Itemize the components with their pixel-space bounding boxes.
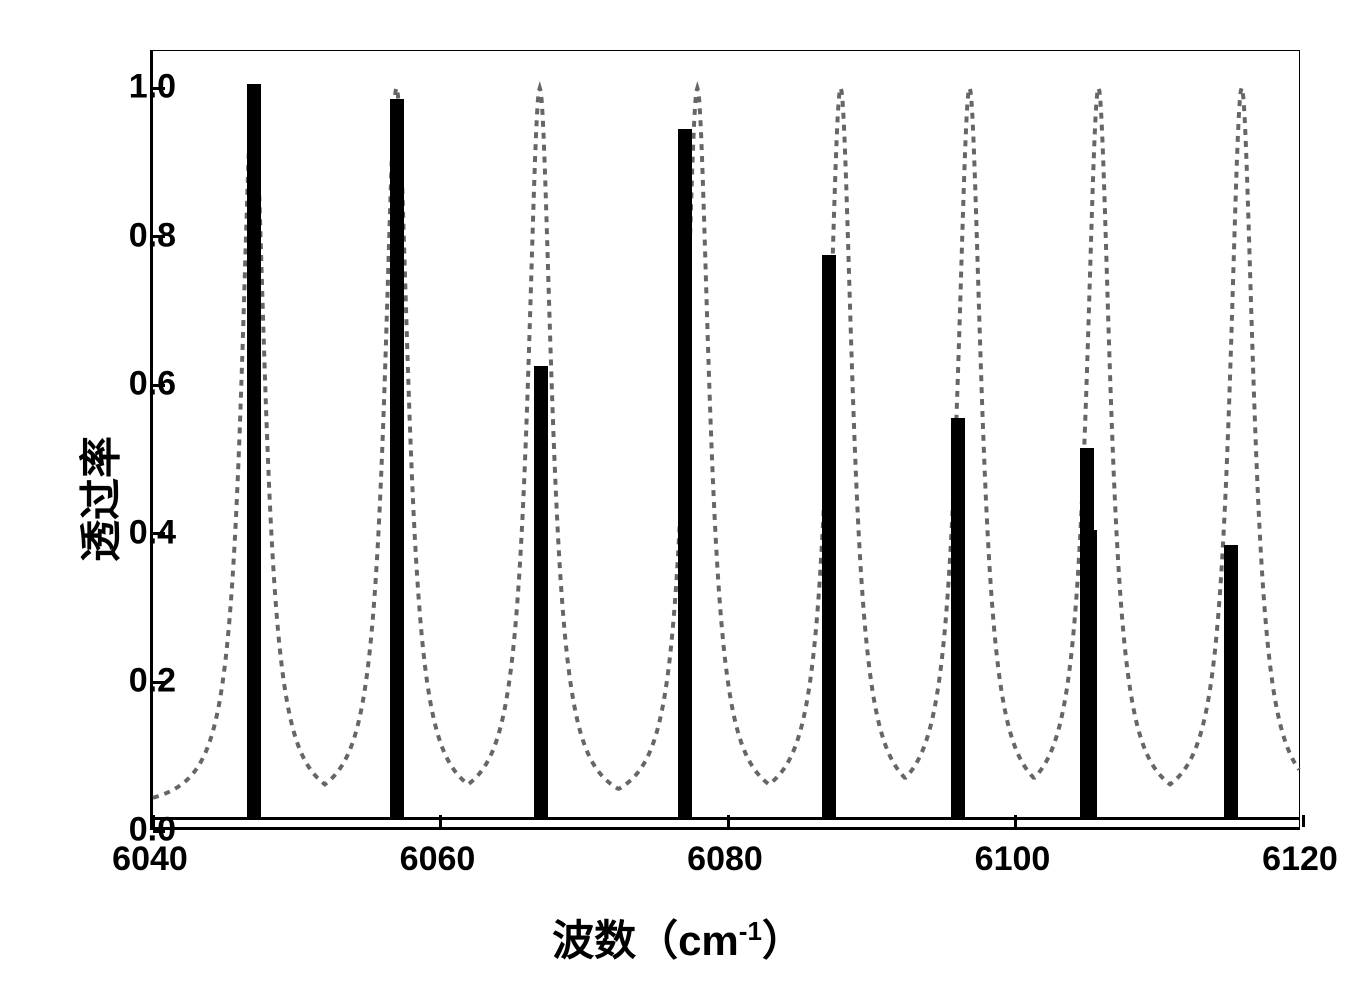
x-tick-label: 6040 xyxy=(112,840,188,879)
y-tick-label: 0.8 xyxy=(129,216,176,255)
plot-area xyxy=(150,50,1300,830)
chart-container: 透过率 波数（cm-1） 0.00.20.40.60.81.0604060606… xyxy=(20,20,1336,978)
x-axis-label: 波数（cm-1） xyxy=(552,907,804,968)
solid-peak xyxy=(1224,545,1238,820)
x-tick-label: 6080 xyxy=(687,840,763,879)
solid-peak xyxy=(951,418,965,819)
x-tick-label: 6120 xyxy=(1262,840,1338,879)
solid-peak xyxy=(1083,530,1097,820)
solid-peak xyxy=(247,84,261,819)
y-tick-label: 0.4 xyxy=(129,513,176,552)
y-tick-label: 0.2 xyxy=(129,662,176,701)
solid-peak xyxy=(678,129,692,820)
y-tick-label: 0.6 xyxy=(129,365,176,404)
solid-baseline xyxy=(153,817,1299,820)
solid-peak xyxy=(534,366,548,819)
dashed-series-path xyxy=(153,88,1299,798)
x-tick-label: 6060 xyxy=(400,840,476,879)
x-tick xyxy=(1302,815,1305,827)
x-axis-label-text: 波数（cm-1） xyxy=(552,917,804,964)
y-tick-label: 1.0 xyxy=(129,68,176,107)
y-axis-label: 透过率 xyxy=(68,436,129,562)
x-tick-label: 6100 xyxy=(975,840,1051,879)
solid-peak xyxy=(390,99,404,820)
solid-peak xyxy=(822,255,836,820)
dashed-series-svg xyxy=(153,51,1299,827)
